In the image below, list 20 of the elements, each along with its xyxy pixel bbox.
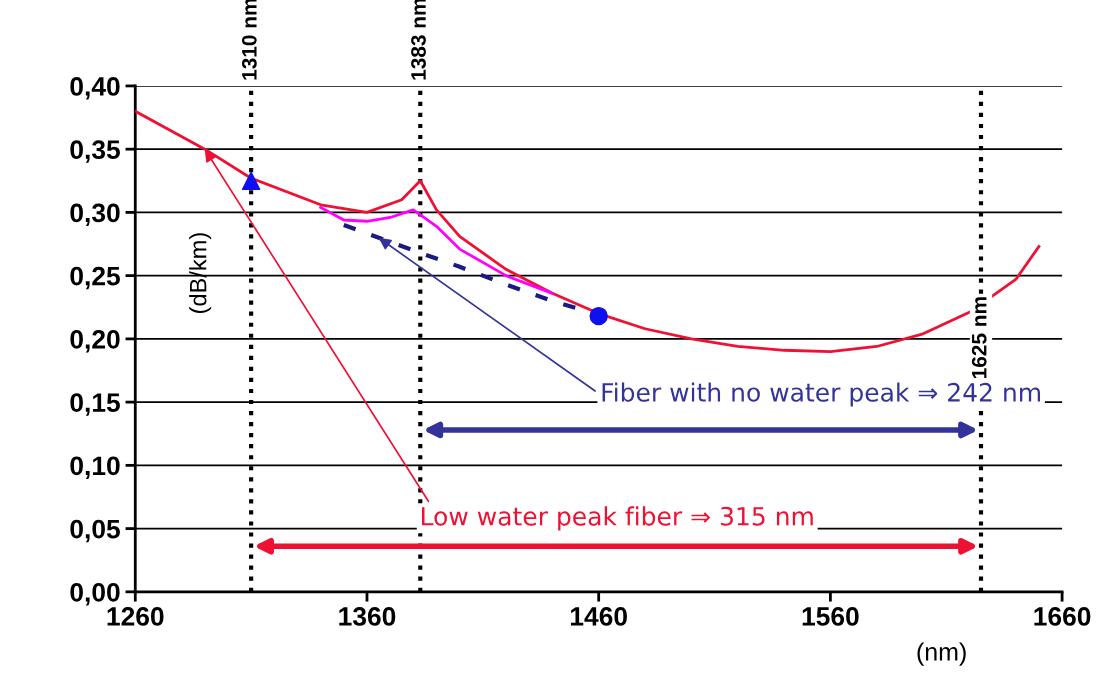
y-tick-label: 0,40 xyxy=(70,77,120,100)
y-tick-label: 0,30 xyxy=(70,203,120,227)
x-tick-label: 1660 xyxy=(1034,607,1091,626)
x-tick-label: 1460 xyxy=(571,607,627,626)
line-series xyxy=(319,205,554,295)
x-tick-label: 1360 xyxy=(339,607,396,626)
y-tick-label: 0,20 xyxy=(70,330,120,353)
y-axis-title: (dB/km) xyxy=(189,233,212,313)
y-tick-label: 0,15 xyxy=(70,393,120,416)
y-tick-label: 0,05 xyxy=(70,519,120,543)
y-tick-label: 0,10 xyxy=(70,456,120,479)
y-tick-label: 0,35 xyxy=(70,140,120,163)
annotation: Fiber with no water peak ⇒ 242 nm xyxy=(602,382,1040,407)
x-tick-label: 1260 xyxy=(107,607,164,626)
y-tick-label: 0,00 xyxy=(70,582,120,606)
annotation: Low water peak fiber ⇒ 315 nm xyxy=(422,506,813,531)
ref-line-label: 1625 nm xyxy=(971,297,987,379)
y-tick-label: 0,25 xyxy=(70,266,120,290)
x-axis-title: (nm) xyxy=(917,642,966,666)
x-tick-label: 1560 xyxy=(802,607,859,626)
